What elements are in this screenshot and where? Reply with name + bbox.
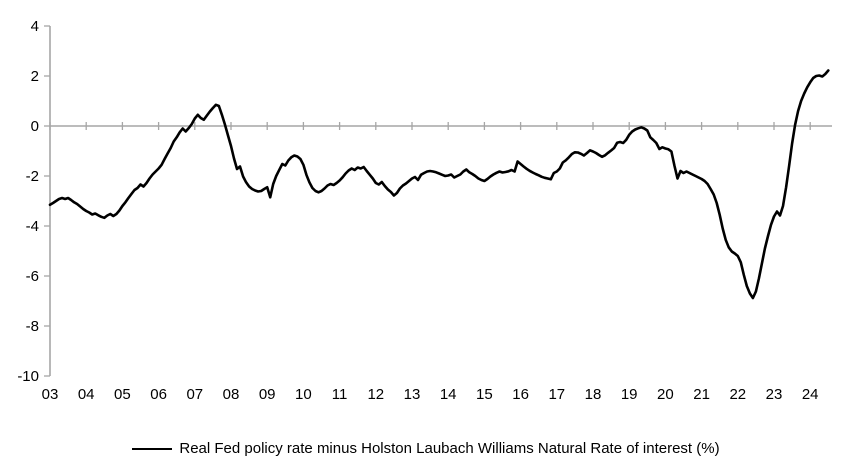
x-tick-label: 17 bbox=[548, 386, 565, 403]
y-tick-label: -8 bbox=[26, 318, 39, 335]
y-tick-label: -10 bbox=[17, 368, 39, 385]
chart-legend: Real Fed policy rate minus Holston Lauba… bbox=[0, 440, 852, 457]
x-tick-label: 23 bbox=[766, 386, 783, 403]
x-tick-label: 20 bbox=[657, 386, 674, 403]
x-tick-label: 19 bbox=[621, 386, 638, 403]
legend-label: Real Fed policy rate minus Holston Lauba… bbox=[179, 440, 720, 457]
legend-line-swatch bbox=[132, 447, 173, 450]
x-tick-label: 13 bbox=[404, 386, 421, 403]
x-tick-label: 04 bbox=[78, 386, 95, 403]
x-tick-label: 22 bbox=[729, 386, 746, 403]
x-tick-label: 16 bbox=[512, 386, 529, 403]
y-tick-label: -2 bbox=[26, 168, 39, 185]
data-line-real-rate-gap bbox=[48, 69, 830, 300]
x-tick-label: 05 bbox=[114, 386, 131, 403]
x-tick-label: 09 bbox=[259, 386, 276, 403]
y-tick-label: 0 bbox=[31, 118, 39, 135]
x-tick-label: 24 bbox=[802, 386, 819, 403]
x-tick-label: 14 bbox=[440, 386, 457, 403]
chart-canvas: 03 04 05 06 07 08 09 10 11 12 13 14 15 16 17 18 19 20 21 22… bbox=[17, 18, 832, 403]
y-tick-label: -4 bbox=[26, 218, 39, 235]
x-tick-label: 03 bbox=[42, 386, 59, 403]
x-tick-label: 08 bbox=[223, 386, 240, 403]
x-tick-label: 21 bbox=[693, 386, 710, 403]
x-tick-label: 10 bbox=[295, 386, 312, 403]
x-tick-label: 12 bbox=[367, 386, 384, 403]
x-tick-label: 11 bbox=[332, 386, 348, 403]
y-tick-label: 4 bbox=[31, 18, 39, 35]
y-tick-label: 2 bbox=[31, 68, 39, 85]
x-tick-label: 15 bbox=[476, 386, 493, 403]
y-tick-label: -6 bbox=[26, 268, 39, 285]
x-tick-label: 06 bbox=[150, 386, 167, 403]
x-tick-label: 07 bbox=[186, 386, 203, 403]
x-tick-label: 18 bbox=[585, 386, 602, 403]
